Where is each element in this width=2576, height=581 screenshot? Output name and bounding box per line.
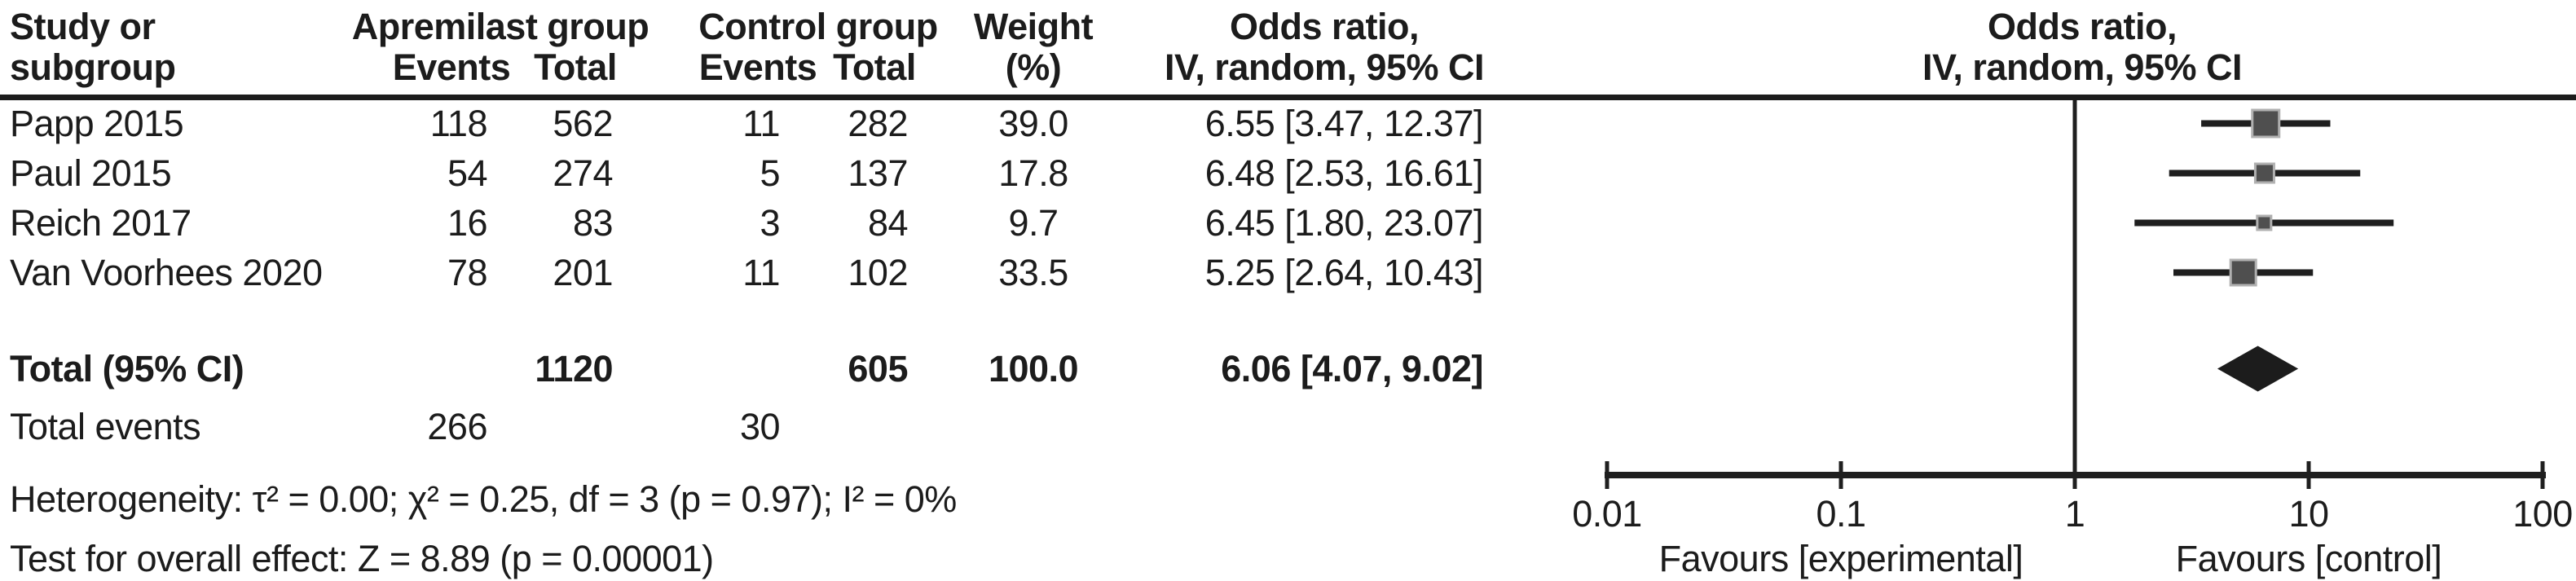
tick-label: 1 [2065, 493, 2085, 535]
table-row: Paul 2015 54 274 5 137 17.8 6.48 [2.53, … [0, 148, 1548, 198]
total-odds-ratio-ci: 6.06 [4.07, 9.02] [1221, 348, 1483, 390]
apremilast-total: 83 [572, 202, 614, 244]
summary-diamond [2217, 346, 2299, 392]
study-name: Van Voorhees 2020 [10, 252, 323, 293]
header-or-line2: IV, random, 95% CI [1165, 46, 1484, 88]
odds-ratio-ci: 5.25 [2.64, 10.43] [1204, 252, 1484, 293]
apremilast-total: 562 [553, 103, 613, 144]
header-weight-line2: (%) [1005, 46, 1062, 88]
odds-ratio-ci: 6.48 [2.53, 16.61] [1204, 152, 1484, 194]
weight-percent: 9.7 [1008, 202, 1059, 244]
weight-percent: 39.0 [998, 103, 1068, 144]
or-square [2253, 162, 2275, 184]
header-group2-events: Events [698, 46, 817, 88]
header-study-line2: subgroup [10, 46, 176, 88]
odds-ratio-ci: 6.45 [1.80, 23.07] [1204, 202, 1484, 244]
header-group1: Apremilast group [351, 6, 650, 47]
study-name: Reich 2017 [10, 202, 192, 244]
total-events-row: Total events 266 30 [0, 402, 1548, 451]
table-row: Van Voorhees 2020 78 201 11 102 33.5 5.2… [0, 248, 1548, 297]
control-total: 84 [867, 202, 909, 244]
total-events-control: 30 [739, 406, 781, 447]
heterogeneity-line: Heterogeneity: τ² = 0.00; χ² = 0.25, df … [0, 474, 1548, 524]
total-events-apremilast: 266 [427, 406, 487, 447]
control-total: 137 [848, 152, 908, 194]
tick-label: 0.1 [1816, 493, 1865, 535]
total-apremilast-n: 1120 [535, 348, 613, 390]
header-rule [0, 95, 2576, 100]
header-plot-or-line1: Odds ratio, [1987, 6, 2177, 47]
apremilast-total: 201 [553, 252, 613, 293]
heterogeneity-text: Heterogeneity: τ² = 0.00; χ² = 0.25, df … [10, 478, 957, 520]
control-events: 11 [742, 103, 780, 144]
control-total: 102 [848, 252, 908, 293]
header-group1-events: Events [392, 46, 511, 88]
control-events: 5 [760, 152, 780, 194]
header-study-line1: Study or [10, 6, 156, 47]
tick-label: 100 [2512, 493, 2573, 535]
table-row: Papp 2015 118 562 11 282 39.0 6.55 [3.47… [0, 99, 1548, 148]
control-total: 282 [848, 103, 908, 144]
apremilast-events: 78 [447, 252, 488, 293]
total-weight: 100.0 [988, 348, 1079, 390]
table-row: Reich 2017 16 83 3 84 9.7 6.45 [1.80, 23… [0, 198, 1548, 248]
header-group2-total: Total [833, 46, 916, 88]
study-name: Paul 2015 [10, 152, 172, 194]
apremilast-events: 16 [447, 202, 488, 244]
favours-right-label: Favours [control] [2176, 538, 2442, 579]
odds-ratio-ci: 6.55 [3.47, 12.37] [1204, 103, 1484, 144]
study-name: Papp 2015 [10, 103, 184, 144]
favours-left-label: Favours [experimental] [1659, 538, 2023, 579]
overall-effect-line: Test for overall effect: Z = 8.89 (p = 0… [0, 534, 1548, 581]
or-square [2256, 214, 2273, 231]
weight-percent: 33.5 [998, 252, 1068, 293]
apremilast-events: 118 [429, 103, 488, 144]
header-or-line1: Odds ratio, [1229, 6, 1420, 47]
total-events-label: Total events [10, 406, 201, 447]
apremilast-total: 274 [553, 152, 613, 194]
weight-percent: 17.8 [998, 152, 1068, 194]
header-weight-line1: Weight [973, 6, 1094, 47]
total-label: Total (95% CI) [10, 348, 244, 390]
total-control-n: 605 [848, 348, 908, 390]
tick-label: 10 [2288, 493, 2328, 535]
apremilast-events: 54 [447, 152, 488, 194]
control-events: 3 [760, 202, 780, 244]
overall-effect-text: Test for overall effect: Z = 8.89 (p = 0… [10, 538, 714, 579]
control-events: 11 [742, 252, 780, 293]
header-group1-total: Total [534, 46, 617, 88]
header-plot-or-line2: IV, random, 95% CI [1922, 46, 2242, 88]
tick-label: 0.01 [1572, 493, 1642, 535]
header-group2: Control group [698, 6, 938, 47]
total-row: Total (95% CI) 1120 605 100.0 6.06 [4.07… [0, 344, 1548, 394]
or-square [2229, 258, 2257, 287]
or-square [2251, 108, 2281, 139]
